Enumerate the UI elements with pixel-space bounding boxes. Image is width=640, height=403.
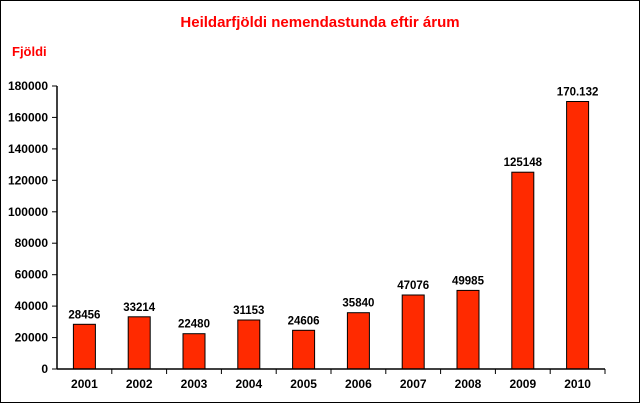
bar-2009: [511, 171, 535, 370]
y-axis-label: Fjöldi: [12, 44, 47, 59]
x-tick-label-2005: 2005: [290, 377, 317, 391]
bar-2004: [237, 319, 261, 370]
bar-2007: [401, 294, 425, 370]
y-tick-label-80000: 80000: [15, 236, 49, 250]
data-label-2010: 170.132: [557, 87, 599, 99]
data-label-2008: 49985: [452, 275, 485, 287]
axes-group: 2001 2002 2003 2004 2005 2006 2007 2008 2009 2010…: [8, 79, 606, 391]
x-tick-label-2008: 2008: [455, 377, 482, 391]
y-tick-label-160000: 160000: [8, 110, 48, 124]
x-tick-label-2009: 2009: [509, 377, 536, 391]
data-label-2003: 22480: [178, 319, 210, 331]
x-tick-label-2004: 2004: [235, 377, 262, 391]
y-tick-label-140000: 140000: [8, 142, 48, 156]
y-tick-label-180000: 180000: [8, 79, 48, 93]
bar-2003: [182, 333, 206, 370]
x-tick-label-2007: 2007: [400, 377, 427, 391]
data-label-2005: 24606: [288, 315, 320, 327]
chart-title: Heildarfjöldi nemendastunda eftir árum: [180, 14, 460, 31]
data-label-2002: 33214: [123, 302, 156, 314]
x-tick-label-2003: 2003: [181, 377, 208, 391]
bars-group: 28456 33214 22480 31153 24606 35840 47076 49985…: [68, 87, 598, 370]
bar-2001: [72, 323, 96, 370]
bar-2005: [292, 329, 316, 370]
data-label-2007: 47076: [397, 280, 429, 292]
y-tick-label-40000: 40000: [15, 299, 49, 313]
bar-2010: [566, 101, 590, 370]
x-tick-label-2010: 2010: [564, 377, 591, 391]
bar-2008: [456, 289, 480, 370]
data-label-2001: 28456: [68, 309, 100, 321]
y-tick-label-100000: 100000: [8, 205, 48, 219]
y-tick-label-0: 0: [41, 362, 48, 376]
data-label-2009: 125148: [504, 157, 543, 169]
x-tick-label-2001: 2001: [71, 377, 98, 391]
bar-2006: [346, 312, 370, 370]
y-tick-label-120000: 120000: [8, 173, 48, 187]
x-tick-label-2006: 2006: [345, 377, 372, 391]
data-label-2004: 31153: [233, 305, 264, 317]
x-tick-label-2002: 2002: [126, 377, 153, 391]
data-label-2006: 35840: [342, 298, 374, 310]
bar-2002: [127, 316, 151, 370]
y-tick-label-60000: 60000: [15, 268, 49, 282]
y-tick-label-20000: 20000: [15, 331, 49, 345]
